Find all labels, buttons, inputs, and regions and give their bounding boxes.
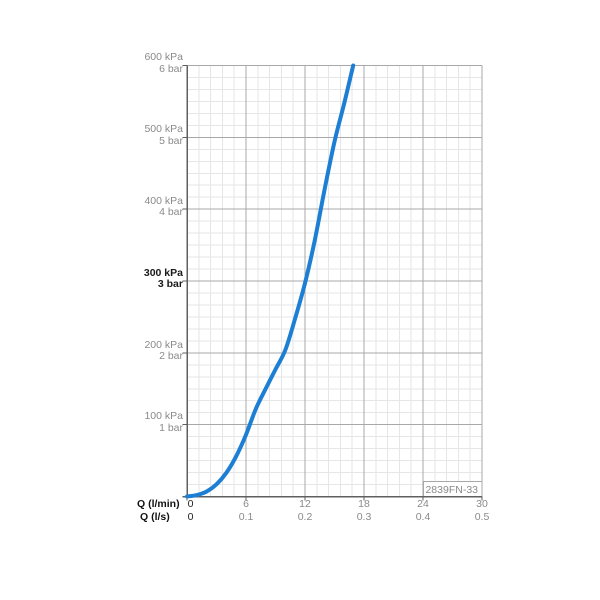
x-tick-lmin: 30 [476, 497, 488, 510]
x-tick-lmin: 6 [243, 497, 249, 510]
x-tick-ls: 0 [187, 511, 194, 523]
x-tick-ls: 0.2 [297, 511, 313, 523]
y-axis-label-kpa: 500 kPa [144, 123, 183, 136]
y-axis-label-kpa: 300 kPa [143, 266, 183, 279]
x-axis-primary-unit-label: Q (l/min) [137, 497, 180, 510]
y-axis-label-bar: 6 bar [159, 62, 183, 75]
y-axis-label-300: 300 kPa 3 bar [98, 266, 183, 291]
x-tick-lmin: 12 [299, 497, 311, 510]
y-axis-label-500: 500 kPa 5 bar [98, 123, 183, 147]
y-axis-label-bar: 5 bar [159, 134, 183, 147]
y-axis-label-100: 100 kPa 1 bar [98, 411, 183, 434]
product-code-box [423, 481, 482, 497]
y-axis-label-bar: 4 bar [159, 206, 183, 219]
axis-ticks [182, 65, 483, 501]
y-axis-label-200: 200 kPa 2 bar [98, 338, 183, 363]
y-axis-label-kpa: 200 kPa [144, 338, 183, 351]
y-axis-label-kpa: 100 kPa [144, 410, 183, 423]
y-axis-label-400: 400 kPa 4 bar [98, 194, 183, 219]
x-tick-ls: 0.1 [238, 511, 254, 523]
y-axis-label-bar: 2 bar [159, 350, 183, 363]
x-tick-ls: 0.4 [415, 511, 431, 523]
y-axis-label-bar: 3 bar [157, 278, 183, 291]
x-tick-lmin: 24 [417, 497, 429, 510]
x-axis-secondary-unit-label: Q (l/s) [140, 511, 170, 523]
y-axis-label-bar: 1 bar [159, 421, 183, 434]
product-code-label: 2839FN-33 [425, 484, 478, 496]
major-grid [187, 65, 483, 497]
y-axis-label-600: 600 kPa 6 bar [98, 52, 183, 75]
x-tick-lmin: 18 [358, 497, 370, 510]
y-axis-label-kpa: 400 kPa [144, 194, 183, 207]
y-axis-label-kpa: 600 kPa [144, 51, 183, 64]
flow-curve [185, 63, 356, 499]
x-tick-ls: 0.3 [356, 511, 372, 523]
x-tick-lmin: 0 [187, 497, 194, 510]
x-tick-ls: 0.5 [474, 511, 490, 523]
